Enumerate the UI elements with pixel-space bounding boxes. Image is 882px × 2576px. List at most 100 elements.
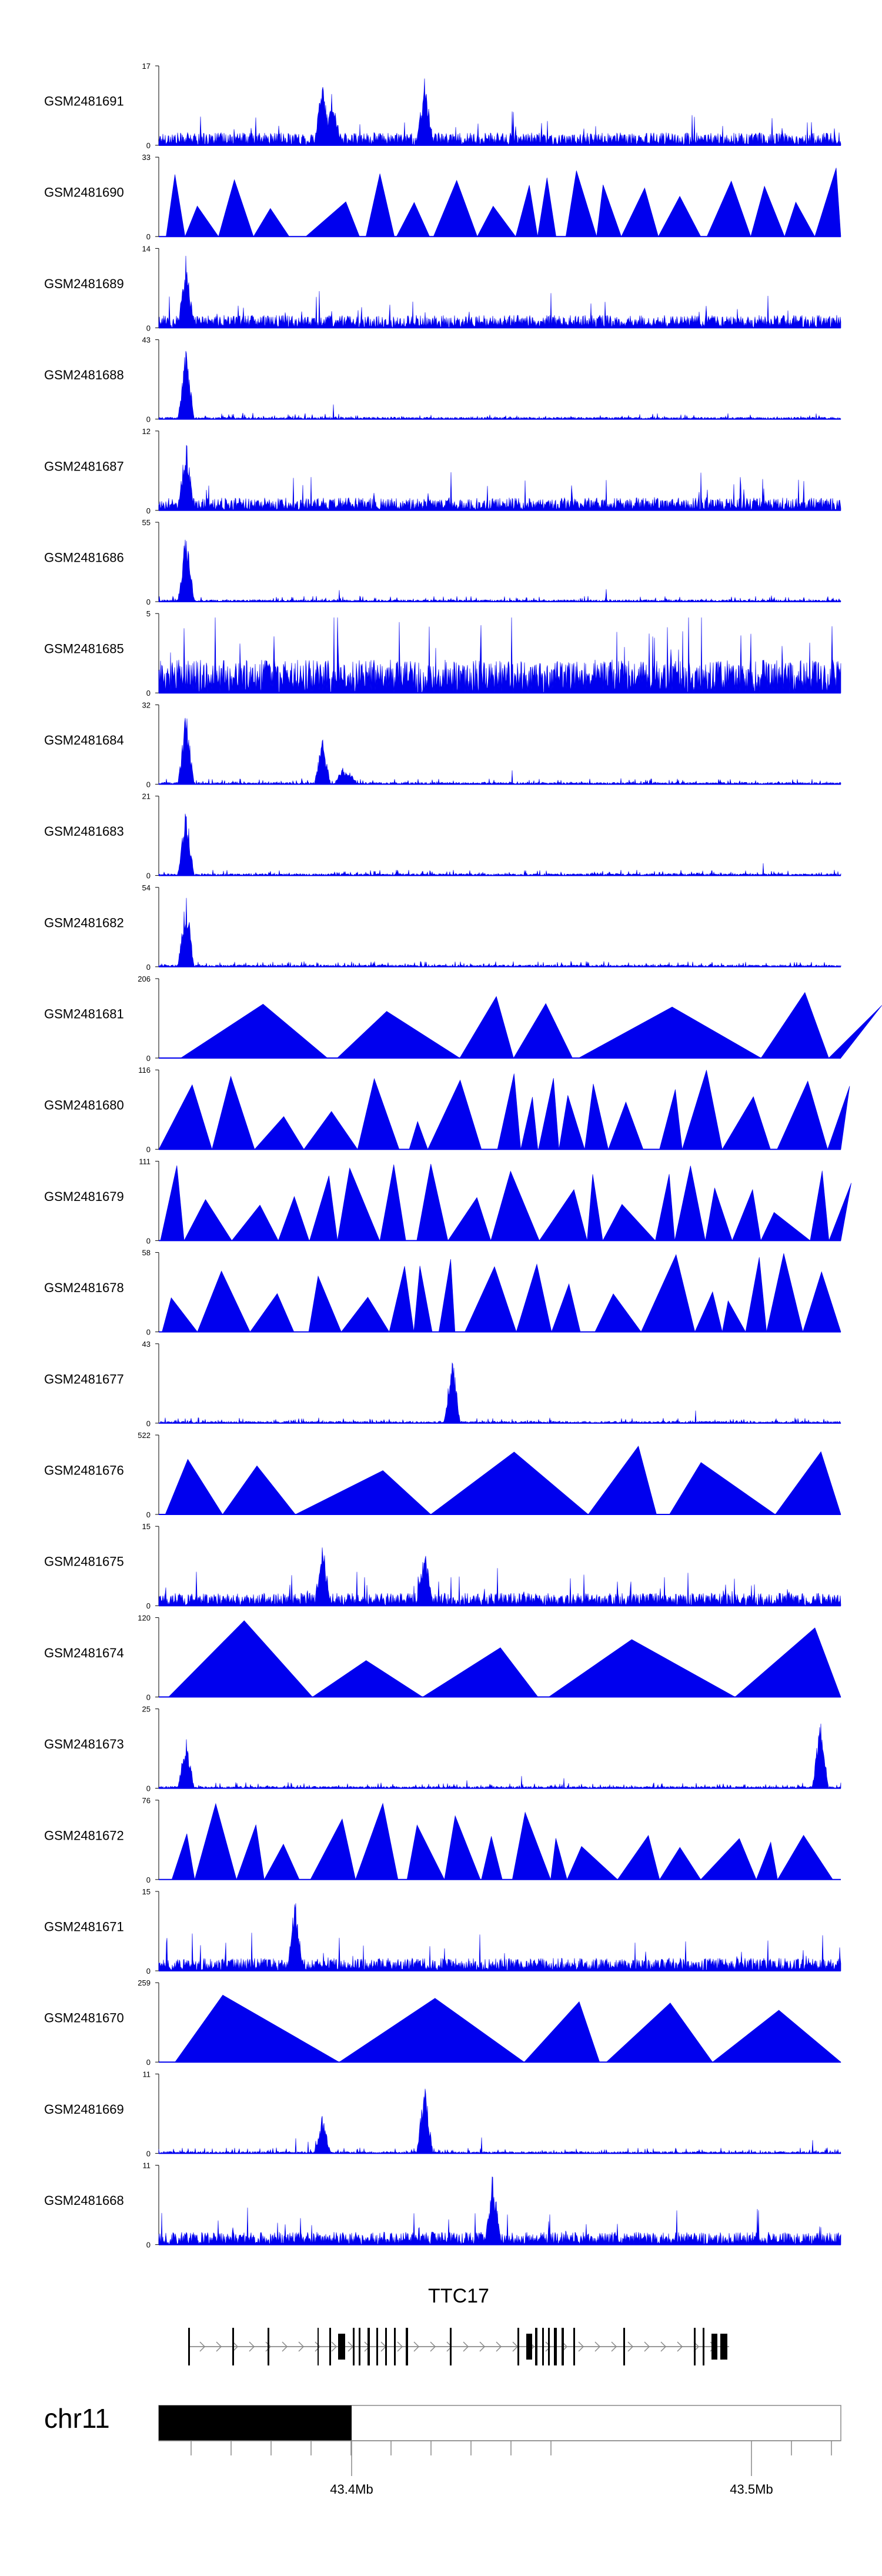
y-zero-label: 0: [146, 1784, 151, 1793]
y-max-label: 43: [142, 336, 151, 345]
y-max-label: 120: [138, 1613, 151, 1622]
track-GSM2481670: GSM2481670 259 0: [44, 1978, 841, 2067]
track-GSM2481677: GSM2481677 43 0: [44, 1340, 841, 1428]
exon: [368, 2328, 370, 2365]
track-GSM2481690: GSM2481690 33 0: [44, 153, 841, 241]
y-max-label: 21: [142, 792, 151, 801]
track-label: GSM2481679: [44, 1189, 124, 1204]
exon: [450, 2328, 452, 2365]
track-label: GSM2481684: [44, 733, 124, 748]
strand-arrow: [677, 2341, 683, 2352]
exon: [329, 2328, 331, 2365]
strand-arrow: [397, 2341, 403, 2352]
coverage-area: [158, 2088, 841, 2154]
exon: [573, 2328, 575, 2365]
strand-arrow: [331, 2341, 338, 2352]
track-label: GSM2481689: [44, 276, 124, 291]
track-label: GSM2481677: [44, 1372, 124, 1386]
track-GSM2481676: GSM2481676 522 0: [44, 1431, 841, 1519]
coverage-area: [158, 1547, 841, 1607]
track-GSM2481682: GSM2481682 54 0: [44, 883, 841, 972]
track-GSM2481675: GSM2481675 15 0: [44, 1522, 841, 1610]
coverage-area: [158, 2176, 841, 2245]
exon: [623, 2328, 625, 2365]
y-max-label: 11: [143, 2161, 151, 2170]
y-zero-label: 0: [146, 598, 151, 606]
track-label: GSM2481691: [44, 94, 124, 109]
exon: [542, 2328, 544, 2365]
strand-arrow: [249, 2341, 255, 2352]
coverage-area: [159, 1803, 841, 1880]
coverage-area: [158, 255, 841, 329]
coverage-area: [159, 168, 841, 238]
track-label: GSM2481670: [44, 2011, 124, 2026]
y-zero-label: 0: [146, 963, 151, 972]
chromosome-dark-band: [159, 2405, 352, 2441]
strand-arrow: [232, 2341, 239, 2352]
track-label: GSM2481688: [44, 368, 124, 382]
position-label: 43.4Mb: [330, 2482, 373, 2497]
y-max-label: 33: [142, 153, 151, 162]
strand-arrow: [315, 2341, 321, 2352]
coverage-area: [159, 1994, 841, 2063]
track-GSM2481685: GSM2481685 5 0: [44, 609, 841, 698]
gene-name-label: TTC17: [428, 2285, 489, 2307]
track-label: GSM2481672: [44, 1828, 124, 1843]
track-label: GSM2481681: [44, 1007, 124, 1022]
track-label: GSM2481680: [44, 1098, 124, 1113]
track-GSM2481691: GSM2481691 17 0: [44, 62, 841, 150]
track-label: GSM2481669: [44, 2102, 124, 2117]
track-label: GSM2481686: [44, 550, 124, 565]
y-max-label: 5: [146, 609, 151, 618]
strand-arrow: [578, 2341, 584, 2352]
track-GSM2481683: GSM2481683 21 0: [44, 792, 841, 880]
y-max-label: 14: [142, 244, 151, 253]
y-zero-label: 0: [146, 780, 151, 789]
strand-arrow: [298, 2341, 305, 2352]
track-GSM2481688: GSM2481688 43 0: [44, 336, 841, 424]
strand-arrow: [413, 2341, 420, 2352]
coverage-area: [158, 1362, 841, 1424]
y-max-label: 11: [143, 2070, 151, 2078]
y-max-label: 76: [142, 1796, 151, 1805]
y-zero-label: 0: [146, 1236, 151, 1245]
y-zero-label: 0: [146, 2149, 151, 2158]
coverage-area: [159, 1163, 851, 1242]
track-GSM2481678: GSM2481678 58 0: [44, 1249, 841, 1337]
track-label: GSM2481675: [44, 1554, 124, 1569]
exon: [268, 2328, 269, 2365]
y-max-label: 25: [142, 1705, 151, 1714]
y-max-label: 17: [142, 62, 151, 71]
y-zero-label: 0: [146, 415, 151, 424]
track-GSM2481681: GSM2481681 206 0: [44, 975, 882, 1063]
coverage-area: [158, 1070, 850, 1150]
exon: [376, 2328, 378, 2365]
y-zero-label: 0: [146, 1328, 151, 1337]
y-zero-label: 0: [146, 1876, 151, 1884]
exon: [554, 2328, 557, 2365]
exon: [359, 2328, 360, 2365]
exon: [694, 2328, 696, 2365]
exon: [526, 2334, 532, 2360]
y-max-label: 15: [142, 1522, 151, 1531]
track-label: GSM2481678: [44, 1280, 124, 1295]
exon: [232, 2328, 234, 2365]
y-max-label: 43: [142, 1340, 151, 1349]
exon: [711, 2334, 717, 2360]
coverage-area: [158, 1903, 841, 1972]
exon: [385, 2328, 387, 2365]
strand-arrow: [463, 2341, 469, 2352]
track-GSM2481679: GSM2481679 111 0: [44, 1157, 851, 1245]
exon: [703, 2328, 704, 2365]
strand-arrow: [199, 2341, 206, 2352]
exon: [318, 2328, 319, 2365]
exon: [353, 2328, 355, 2365]
exon: [562, 2328, 564, 2365]
track-label: GSM2481674: [44, 1646, 124, 1660]
y-max-label: 111: [139, 1157, 151, 1166]
strand-arrow: [545, 2341, 552, 2352]
chromosome-label: chr11: [44, 2403, 110, 2434]
coverage-area: [158, 897, 841, 967]
track-label: GSM2481687: [44, 459, 124, 473]
